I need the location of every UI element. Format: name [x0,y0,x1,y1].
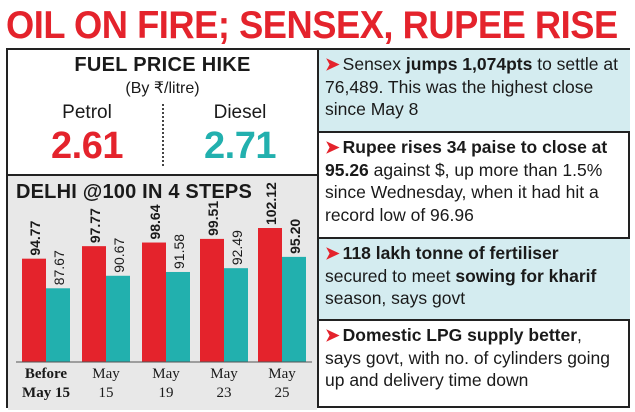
fuel-dotted-divider [162,104,164,166]
news-item-1-text-0: Sensex [342,54,406,74]
news-item-divider [319,319,630,321]
chart-title: DELHI @100 IN 4 STEPS [16,181,252,203]
category-label-0-line-1: May 15 [22,385,70,401]
bar-diesel-1 [106,275,130,362]
value-label-petrol-4: 102.12 [263,182,279,225]
petrol-label: Petrol [62,102,112,123]
news-item-2-text-0: Rupee rises 34 paise to close at 95.26 [325,137,608,180]
bar-diesel-0 [46,288,70,362]
news-item-4-text-1: , says govt, with no. of cylinders going… [325,325,611,390]
arrow-bullet-icon: ➤ [325,243,340,263]
bar-petrol-3 [200,238,224,362]
category-label-1-line-0: May [92,366,120,382]
news-item-2: ➤ Rupee rises 34 paise to close at 95.26 … [319,133,630,237]
news-item-1: ➤ Sensex jumps 1,074pts to settle at 76,4… [319,50,630,131]
bar-diesel-3 [224,268,248,362]
news-item-4-text-0: Domestic LPG supply better [342,325,578,345]
arrow-bullet-icon: ➤ [325,54,340,74]
value-label-diesel-1: 90.67 [111,238,127,273]
category-label-2-line-0: May [152,366,180,382]
value-label-diesel-4: 95.20 [287,219,303,254]
bar-diesel-4 [282,256,306,362]
fuel-title: FUEL PRICE HIKE [74,54,251,76]
fuel-price-panel: FUEL PRICE HIKE (By ₹/litre) Petrol 2.61… [8,50,317,174]
news-item-3-text-2: sowing for kharif [455,265,597,286]
value-label-petrol-0: 94.77 [27,220,43,255]
headline: OIL ON FIRE; SENSEX, RUPEE RISE [6,4,618,47]
value-label-petrol-1: 97.77 [87,208,103,243]
bar-petrol-0 [22,258,46,362]
panel-divider [8,174,317,176]
petrol-block: Petrol 2.61 [12,102,162,168]
chart-canvas: 94.77 87.67 Before May 15 97.77 90.67 May 15 98.… [16,182,312,401]
news-item-3-text-0: 118 lakh tonne of fertiliser [342,243,559,263]
category-label-2-line-1: 19 [159,385,174,401]
category-label-4-line-1: 25 [275,385,290,401]
category-label-3-line-0: May [210,366,238,382]
diesel-block: Diesel 2.71 [165,102,315,168]
value-label-petrol-2: 98.64 [147,204,163,239]
diesel-value: 2.71 [204,125,276,167]
petrol-value: 2.61 [51,125,123,167]
news-item-3: ➤ 118 lakh tonne of fertiliser secured to… [319,239,630,319]
fuel-subtitle: (By ₹/litre) [125,80,200,97]
delhi-price-chart: 94.77 87.67 Before May 15 97.77 90.67 May 15 98.… [8,176,317,410]
news-item-3-text-1: secured to meet [325,265,456,286]
news-item-divider [319,237,630,239]
value-label-petrol-3: 99.51 [205,201,221,236]
category-label-4-line-0: May [268,366,296,382]
arrow-bullet-icon: ➤ [325,137,340,157]
news-item-1-text-1: jumps 1,074pts [405,54,533,74]
bar-petrol-2 [142,242,166,362]
arrow-bullet-icon: ➤ [325,325,340,345]
infographic-frame: FUEL PRICE HIKE (By ₹/litre) Petrol 2.61… [6,48,630,410]
bar-petrol-1 [82,246,106,362]
news-item-4: ➤ Domestic LPG supply better, says govt, … [319,321,630,408]
category-label-1-line-1: 15 [99,385,114,401]
bar-petrol-4 [258,228,282,362]
news-item-3-text-3: season, says govt [325,288,466,308]
diesel-label: Diesel [213,102,267,123]
value-label-diesel-3: 92.49 [229,230,245,265]
news-item-2-text-1: against $, up more than 1.5% since Wedne… [325,159,603,225]
news-item-1-text-2: to settle at 76,489. This was the highes… [325,54,618,119]
category-label-0-line-0: Before [25,366,68,382]
value-label-diesel-0: 87.67 [51,250,67,285]
column-divider [317,50,319,406]
bar-diesel-2 [166,271,190,362]
category-label-3-line-1: 23 [217,385,232,401]
news-item-divider [319,131,630,133]
value-label-diesel-2: 91.58 [171,234,187,269]
